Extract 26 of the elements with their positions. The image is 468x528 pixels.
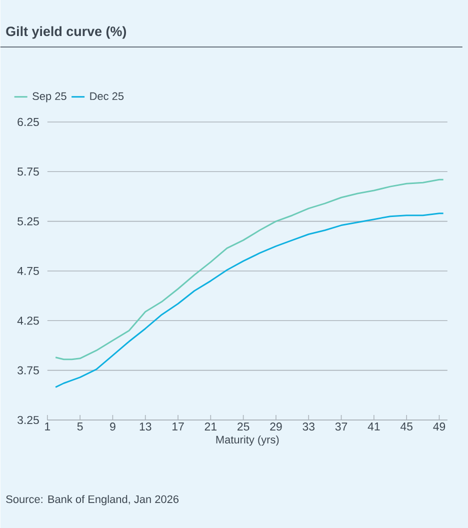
x-tick-label: 1 [44, 422, 50, 430]
x-tick-label: 17 [172, 422, 184, 430]
legend-label: Dec 25 [90, 92, 124, 100]
line-series [54, 178, 444, 360]
legend-label: Sep 25 [32, 92, 66, 102]
y-tick-label: 3.25 [17, 416, 39, 424]
y-tick-label: 4.25 [17, 316, 39, 325]
x-tick-label: 45 [400, 422, 412, 431]
y-tick-label: 5.25 [17, 217, 39, 226]
x-tick-label: 41 [368, 422, 380, 430]
x-tick-label: 25 [237, 422, 250, 431]
x-axis-title: Maturity (yrs) [216, 435, 278, 446]
source-note: Source: Bank of England, Jan 2026 [6, 495, 178, 506]
x-tick-label: 13 [140, 422, 152, 431]
y-tick-label: 3.75 [17, 366, 39, 374]
x-tick-label: 33 [302, 422, 314, 431]
y-tick-label: 6.25 [17, 118, 39, 126]
x-tick-label: 9 [110, 422, 116, 431]
x-tick-label: 21 [204, 422, 216, 431]
x-tick-label: 5 [77, 422, 83, 431]
chart-title: Gilt yield curve (%) [6, 26, 126, 39]
x-tick-label: 29 [270, 422, 282, 431]
x-tick-label: 49 [432, 422, 445, 431]
x-tick-label: 37 [335, 422, 347, 431]
y-tick-label: 4.75 [17, 267, 39, 275]
y-tick-label: 5.75 [17, 168, 39, 176]
